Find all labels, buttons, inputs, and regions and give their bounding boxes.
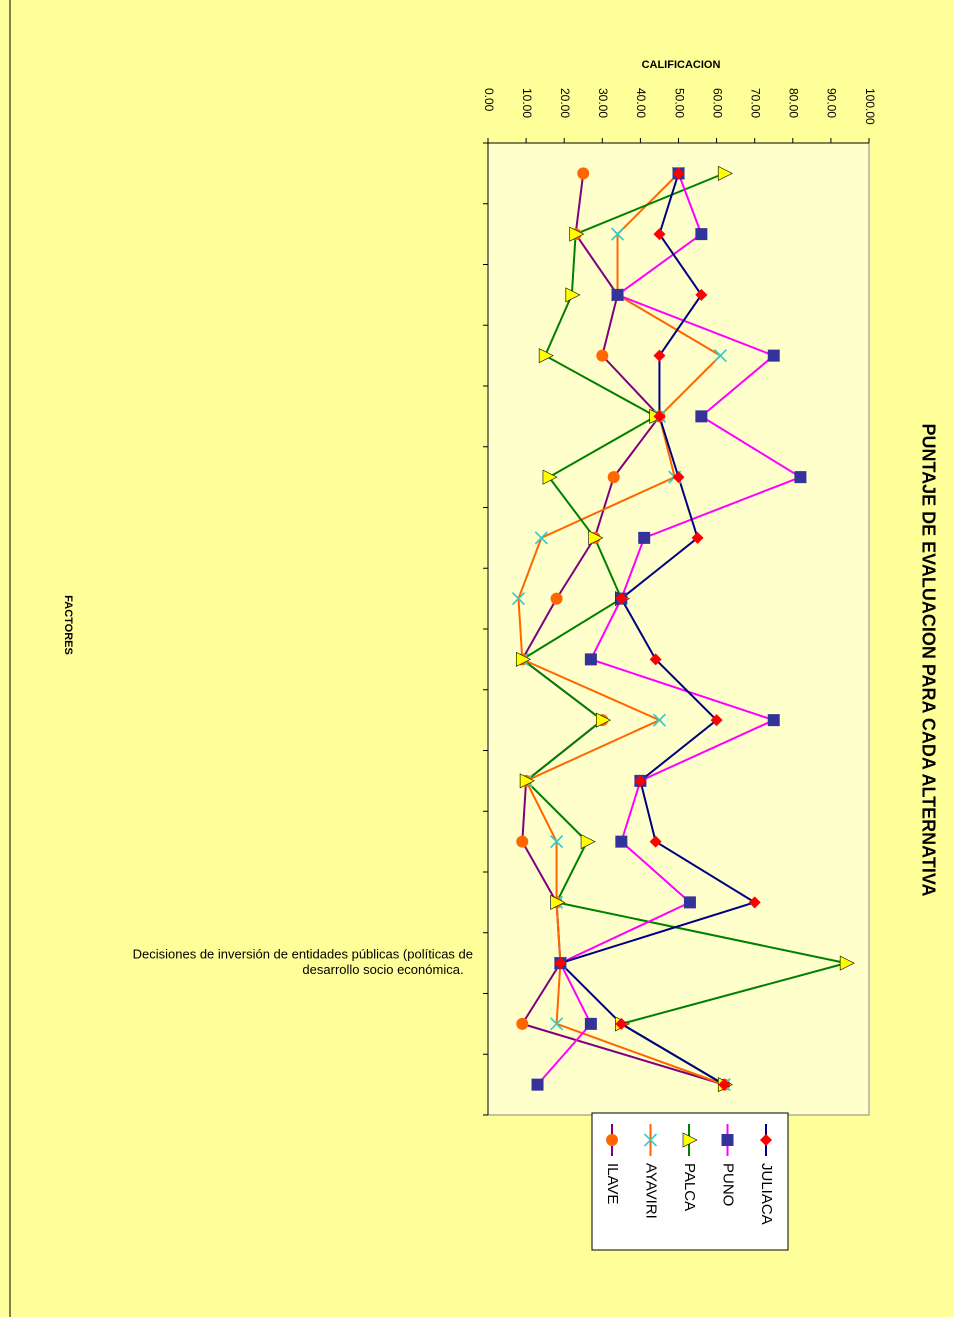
y-tick-label: 80.00 — [787, 88, 801, 118]
data-point — [534, 531, 548, 545]
data-point — [691, 531, 704, 544]
data-point — [538, 348, 554, 364]
series-line — [558, 173, 758, 1086]
data-point — [839, 955, 855, 971]
data-point — [611, 288, 624, 301]
data-point — [511, 592, 526, 606]
legend-marker — [760, 1134, 772, 1146]
y-tick-label: 40.00 — [634, 88, 648, 118]
data-point — [748, 896, 761, 909]
legend-label: PALCA — [681, 1163, 698, 1211]
data-point — [695, 410, 708, 423]
category-label: Decisiones de inversión de entidades púb… — [133, 947, 473, 978]
y-tick-label: 0.00 — [482, 88, 496, 112]
legend-marker — [721, 1134, 734, 1146]
value-axis-label: CALIFICACION — [642, 59, 721, 71]
data-point — [695, 288, 708, 301]
y-tick-label: 100.00 — [863, 88, 877, 125]
legend-marker — [606, 1134, 618, 1146]
y-tick-label: 30.00 — [596, 88, 610, 118]
data-point — [615, 1017, 628, 1030]
data-point — [653, 228, 666, 241]
data-point — [653, 349, 666, 362]
data-point — [638, 531, 651, 544]
data-point — [515, 651, 531, 667]
legend-marker — [643, 1133, 658, 1147]
series-line — [520, 172, 847, 1086]
data-point — [672, 471, 685, 484]
data-point — [683, 896, 696, 909]
data-point — [516, 1017, 529, 1030]
series-line — [536, 173, 803, 1086]
data-point — [713, 349, 727, 363]
y-tick-label: 70.00 — [749, 88, 763, 118]
y-tick-label: 50.00 — [672, 88, 686, 118]
data-point — [550, 835, 564, 849]
data-point — [550, 894, 566, 910]
data-point — [554, 957, 567, 970]
y-tick-label: 10.00 — [520, 88, 534, 118]
data-point — [584, 653, 597, 666]
y-tick-label: 20.00 — [558, 88, 572, 118]
data-point — [717, 165, 733, 181]
data-point — [569, 226, 585, 242]
legend-label: PUNO — [720, 1163, 737, 1206]
y-tick-label: 60.00 — [710, 88, 724, 118]
data-point — [607, 471, 620, 484]
legend-marker — [682, 1132, 698, 1148]
category-axis-label: FACTORES — [62, 595, 74, 655]
legend-label: AYAVIRI — [643, 1163, 660, 1219]
data-point — [595, 712, 611, 728]
data-point — [550, 592, 563, 605]
legend-label: ILAVE — [604, 1163, 621, 1204]
plot-area — [487, 142, 870, 1116]
data-point — [588, 530, 604, 546]
data-point — [584, 1017, 597, 1030]
data-point — [767, 714, 780, 727]
data-point — [577, 167, 590, 180]
data-point — [653, 410, 666, 423]
data-point — [596, 349, 609, 362]
data-point — [710, 714, 723, 727]
series-line — [517, 172, 725, 1086]
data-point — [565, 287, 581, 303]
data-point — [767, 349, 780, 362]
data-point — [634, 774, 647, 787]
data-point — [652, 713, 667, 727]
data-point — [550, 1017, 564, 1031]
data-point — [615, 835, 628, 848]
data-point — [672, 167, 685, 180]
data-point — [519, 773, 535, 789]
data-point — [794, 471, 807, 484]
data-point — [649, 653, 662, 666]
data-point — [718, 1078, 731, 1091]
data-point — [516, 835, 529, 848]
data-point — [580, 834, 596, 850]
y-tick-label: 90.00 — [825, 88, 839, 118]
data-point — [615, 592, 628, 605]
data-point — [542, 469, 558, 485]
data-point — [610, 227, 625, 241]
data-point — [649, 835, 662, 848]
data-point — [531, 1078, 544, 1091]
chart-title: PUNTAJE DE EVALUACION PARA CADA ALTERNAT… — [918, 423, 938, 896]
data-point — [695, 228, 708, 241]
legend-label: JULIACA — [758, 1163, 775, 1225]
